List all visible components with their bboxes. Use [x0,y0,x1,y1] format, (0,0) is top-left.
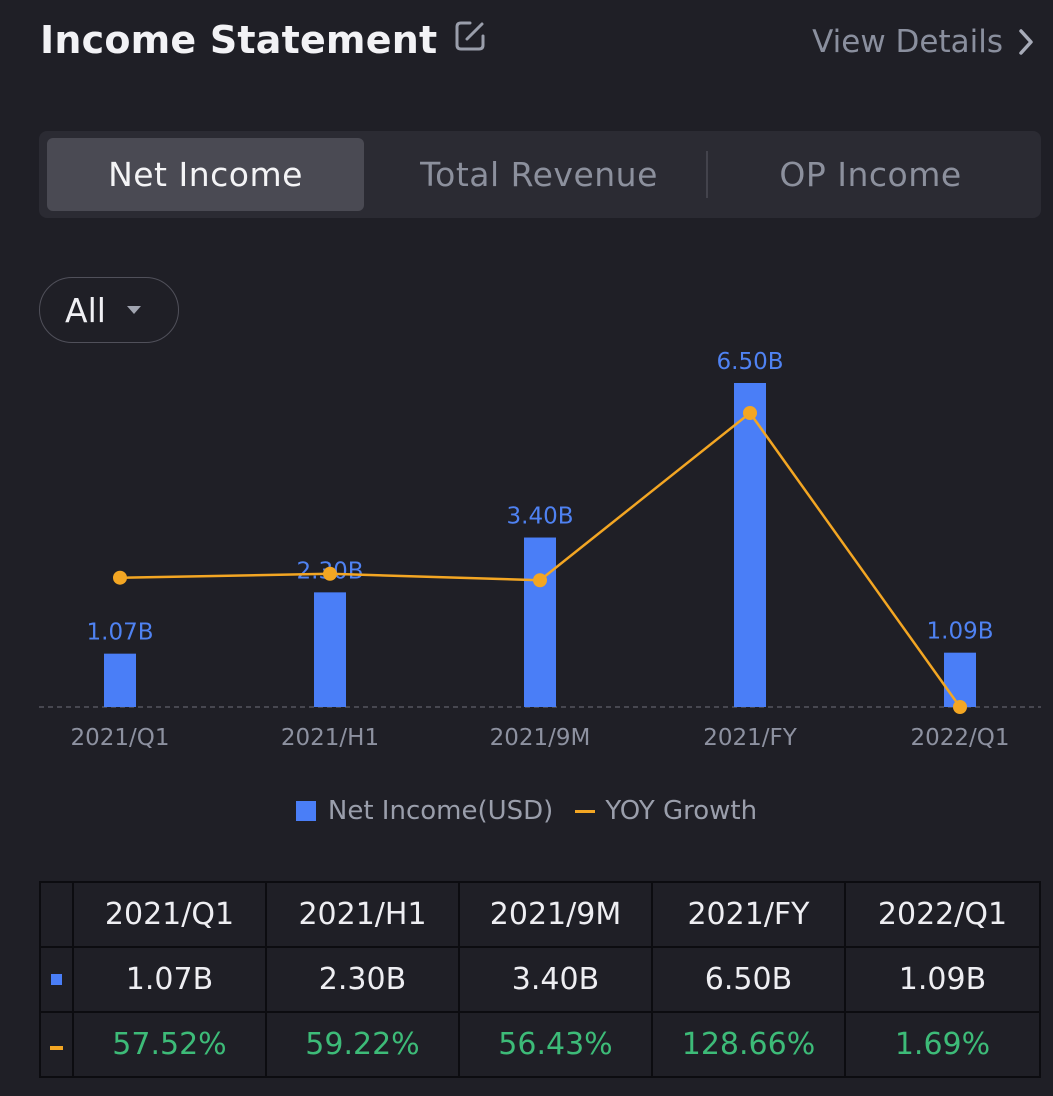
view-details-link[interactable]: View Details [812,24,1035,60]
table-header-cell: 2021/H1 [265,881,460,948]
table-header-cell: 2021/Q1 [72,881,267,948]
table-cell-growth: 57.52% [72,1011,267,1078]
table-row-yoy-growth: 57.52% 59.22% 56.43% 128.66% 1.69% [39,1011,1041,1078]
table-cell-value: 6.50B [651,946,846,1013]
income-data-table: 2021/Q1 2021/H1 2021/9M 2021/FY 2022/Q1 … [39,881,1041,1078]
legend-swatch-bar [295,801,316,821]
tab-divider [706,151,708,198]
table-cell-value: 1.09B [844,946,1041,1013]
chart-legend: Net Income(USD) YOY Growth [0,796,1053,826]
period-filter-dropdown[interactable]: All [39,277,179,343]
yoy-growth-point-2021/H1[interactable] [323,566,337,581]
bar-2022/Q1[interactable] [944,652,976,707]
net-income-chart: 1.07B2.30B3.40B6.50B1.09B2021/Q12021/H12… [39,349,1041,751]
tab-total-revenue[interactable]: Total Revenue [420,155,658,194]
bar-value-label: 1.07B [87,620,154,646]
table-header-cell: 2021/FY [651,881,846,948]
table-header-row: 2021/Q1 2021/H1 2021/9M 2021/FY 2022/Q1 [39,881,1041,948]
net-income-marker-cell [39,946,74,1013]
table-cell-value: 1.07B [72,946,267,1013]
caret-down-icon [126,306,141,314]
legend-label-net-income: Net Income(USD) [327,796,554,826]
bar-marker-icon [51,974,62,985]
table-cell-growth: 1.69% [844,1011,1041,1078]
table-cell-value: 2.30B [265,946,460,1013]
table-cell-value: 3.40B [458,946,653,1013]
bar-value-label: 6.50B [717,349,784,375]
tab-net-income[interactable]: Net Income [47,138,364,211]
yoy-growth-point-2021/FY[interactable] [743,406,757,420]
x-tick-label: 2022/Q1 [910,725,1009,751]
bar-2021/FY[interactable] [734,383,766,707]
x-tick-label: 2021/H1 [281,725,379,751]
yoy-growth-point-2021/Q1[interactable] [113,570,127,585]
legend-item-yoy-growth[interactable]: YOY Growth [575,796,757,826]
metric-tabs: Net Income Total Revenue OP Income [39,131,1041,218]
bar-value-label: 3.40B [507,504,574,530]
legend-label-yoy-growth: YOY Growth [605,796,758,826]
table-cell-growth: 128.66% [651,1011,846,1078]
table-cell-growth: 56.43% [458,1011,653,1078]
table-header-cell: 2022/Q1 [844,881,1041,948]
page-title-text: Income Statement [40,18,438,62]
bar-value-label: 1.09B [927,619,994,645]
bar-2021/9M[interactable] [524,537,556,707]
legend-item-net-income[interactable]: Net Income(USD) [295,796,554,826]
view-details-label: View Details [812,24,1003,60]
page-title: Income Statement [40,18,487,62]
table-corner-cell [39,881,74,948]
table-row-net-income: 1.07B 2.30B 3.40B 6.50B 1.09B [39,946,1041,1013]
yoy-growth-point-2021/9M[interactable] [533,573,547,588]
yoy-growth-point-2022/Q1[interactable] [953,700,967,714]
tab-op-income[interactable]: OP Income [779,155,962,194]
chevron-right-icon [1019,29,1033,55]
x-tick-label: 2021/9M [490,725,591,751]
table-cell-growth: 59.22% [265,1011,460,1078]
line-marker-icon [50,1046,63,1050]
edit-icon[interactable] [453,19,487,53]
bar-2021/Q1[interactable] [104,653,136,707]
period-filter-value: All [65,290,106,330]
table-header-cell: 2021/9M [458,881,653,948]
legend-swatch-line [575,809,596,813]
x-tick-label: 2021/Q1 [70,725,169,751]
x-tick-label: 2021/FY [703,725,798,751]
yoy-marker-cell [39,1011,74,1078]
bar-2021/H1[interactable] [314,592,346,707]
